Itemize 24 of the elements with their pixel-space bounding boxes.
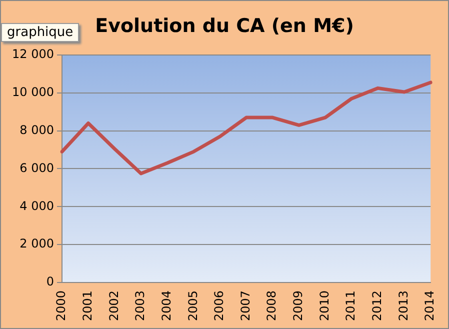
x-tick-label: 2000 xyxy=(54,290,68,322)
x-tick-label: 2013 xyxy=(396,290,410,322)
x-tick-label: 2014 xyxy=(422,290,437,322)
y-tick-label: 8 000 xyxy=(20,122,54,137)
y-tick-label: 2 000 xyxy=(20,236,54,251)
x-tick-label: 2002 xyxy=(106,290,121,322)
x-tick-label: 2003 xyxy=(133,290,148,322)
x-tick-label: 2011 xyxy=(344,290,358,322)
y-tick-label: 12 000 xyxy=(12,47,54,62)
x-tick-label: 2007 xyxy=(238,290,252,322)
x-tick-label: 2009 xyxy=(291,290,306,322)
x-tick-label: 2008 xyxy=(264,290,279,322)
x-tick-label: 2001 xyxy=(80,290,94,322)
y-tick-label: 6 000 xyxy=(20,160,54,175)
x-tick-label: 2004 xyxy=(159,290,174,322)
y-tick-label: 10 000 xyxy=(12,85,54,100)
y-tick-label: 0 xyxy=(46,274,54,289)
x-tick-label: 2006 xyxy=(212,290,226,322)
chart-title: Evolution du CA (en M€) xyxy=(95,15,354,37)
y-tick-label: 4 000 xyxy=(20,198,54,213)
x-tick-label: 2005 xyxy=(186,290,200,322)
text: graphique xyxy=(1,23,80,42)
x-tick-label: 2010 xyxy=(317,290,332,322)
x-tick-label: 2012 xyxy=(370,290,384,322)
